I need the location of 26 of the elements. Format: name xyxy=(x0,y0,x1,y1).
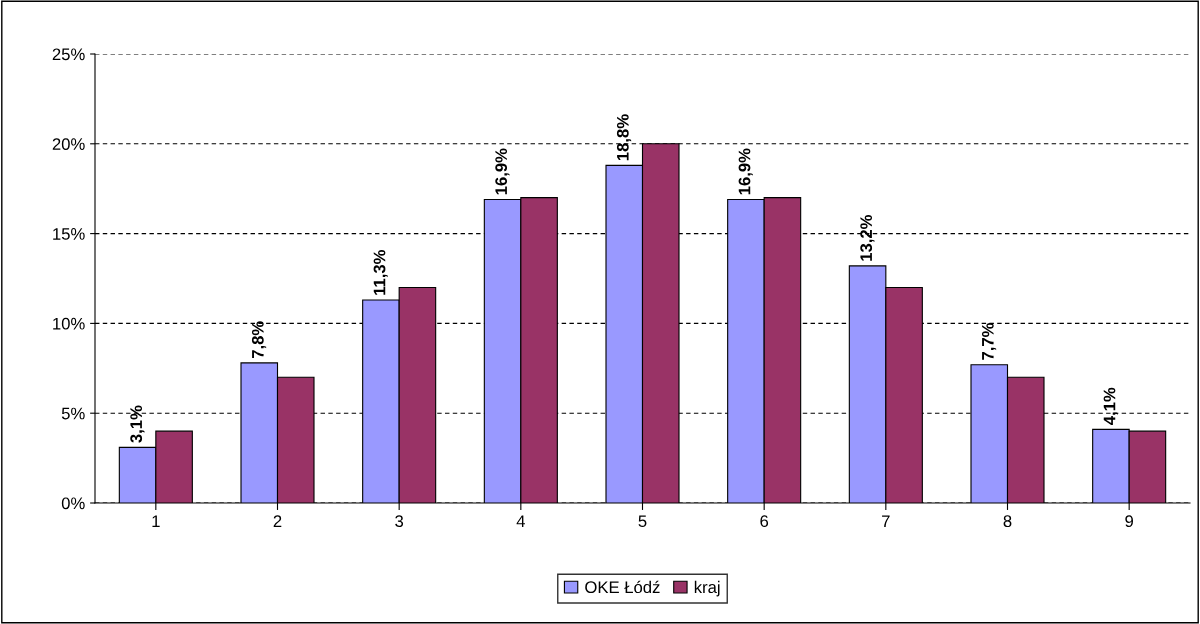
data-label: 13,2% xyxy=(860,214,875,261)
y-tick-label: 25% xyxy=(52,48,85,61)
data-label: 3,1% xyxy=(130,405,145,443)
x-tick-label: 7 xyxy=(882,515,890,527)
x-tick-label: 9 xyxy=(1125,515,1134,528)
y-tick-label: 15% xyxy=(53,228,85,240)
legend-label: OKE Łódź xyxy=(585,580,660,594)
x-tick-label: 6 xyxy=(760,515,769,528)
y-tick-label: 0% xyxy=(61,497,85,510)
data-label: 11,3% xyxy=(373,249,388,295)
data-label: 16,9% xyxy=(495,148,510,195)
x-tick-label: 8 xyxy=(1003,515,1012,528)
y-tick-label: 20% xyxy=(52,138,85,150)
data-label: 16,9% xyxy=(738,148,753,195)
data-label: 18,8% xyxy=(616,114,632,161)
y-tick-label: 5% xyxy=(61,407,85,420)
y-tick-label: 10% xyxy=(53,317,85,330)
x-tick-label: 4 xyxy=(516,515,525,527)
data-label: 4,1% xyxy=(1103,387,1118,425)
x-tick-label: 3 xyxy=(395,515,404,528)
x-tick-label: 5 xyxy=(638,515,647,528)
x-tick-label: 1 xyxy=(152,515,160,527)
legend-label: kraj xyxy=(694,580,720,597)
data-label: 7,8% xyxy=(251,321,267,359)
x-tick-label: 2 xyxy=(273,515,282,527)
data-label: 7,7% xyxy=(981,322,997,360)
